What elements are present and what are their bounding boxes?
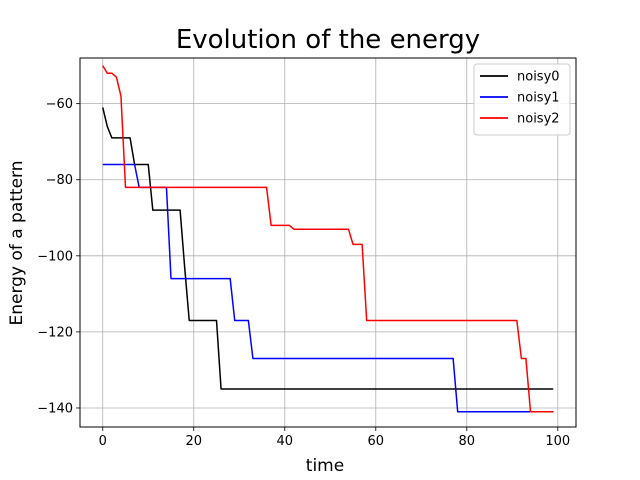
legend-label-noisy1: noisy1 — [517, 91, 560, 106]
x-axis-label: time — [306, 456, 344, 476]
x-tick-label: 80 — [459, 434, 476, 449]
series-lines — [102, 65, 554, 413]
series-line-noisy0 — [102, 107, 554, 390]
x-tick-label: 60 — [368, 434, 385, 449]
y-tick-label: −120 — [37, 325, 73, 340]
y-tick-label: −100 — [37, 249, 73, 264]
series-line-noisy1 — [102, 163, 554, 413]
y-tick-label: −140 — [37, 401, 73, 416]
chart-title: Evolution of the energy — [176, 25, 480, 55]
y-tick-label: −80 — [46, 173, 73, 188]
x-tick-label: 0 — [99, 434, 107, 449]
grid — [80, 58, 576, 427]
plot-frame — [79, 57, 577, 428]
x-tick-label: 100 — [545, 434, 570, 449]
legend: noisy0 noisy1 noisy2 — [473, 63, 571, 136]
axis-ticks: 0 20 40 60 80 100 −60 −80 −100 −120 −140 — [37, 97, 570, 449]
x-tick-label: 20 — [185, 434, 202, 449]
x-tick-label: 40 — [276, 434, 293, 449]
series-line-noisy2 — [102, 65, 554, 413]
legend-label-noisy0: noisy0 — [517, 70, 560, 85]
legend-label-noisy2: noisy2 — [517, 112, 560, 127]
y-tick-label: −60 — [46, 97, 73, 112]
y-axis-label: Energy of a pattern — [7, 161, 27, 326]
